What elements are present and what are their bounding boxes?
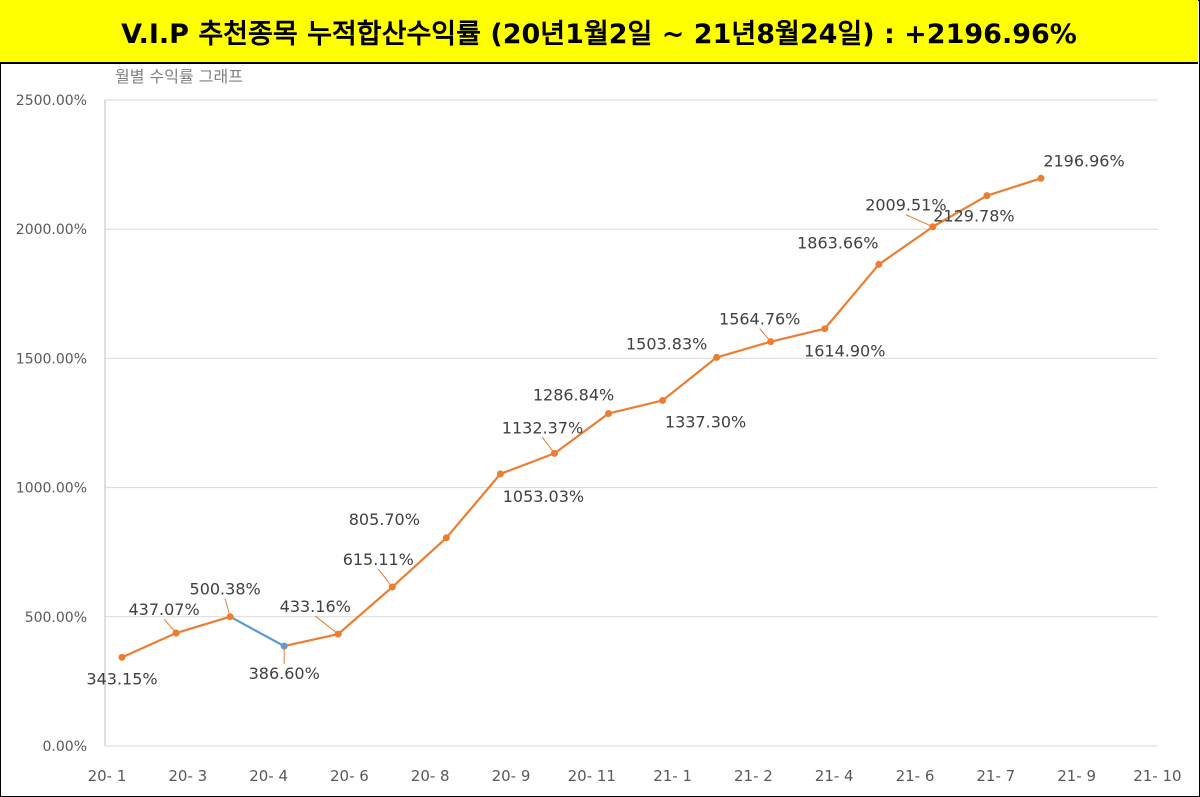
data-point [983,192,991,200]
data-label-leader [163,618,177,634]
x-tick-label: 20- 9 [492,767,531,785]
data-label-leader [377,568,393,588]
data-label: 1614.90% [804,342,885,361]
y-tick-label: 0.00% [43,739,87,755]
data-label: 1053.03% [503,487,584,506]
x-tick-label: 20- 8 [411,767,450,785]
data-label: 500.38% [190,580,261,599]
data-label-leader [759,328,772,342]
data-point [821,325,829,333]
x-tick-label: 21- 6 [896,767,935,785]
data-label: 2196.96% [1043,151,1124,170]
y-tick-label: 2500.00% [16,93,87,109]
data-point [442,534,450,542]
data-label: 1503.83% [626,334,707,353]
series-line-segment [661,356,718,402]
y-tick-label: 1000.00% [16,481,87,497]
data-label-leader [314,615,339,635]
page-title: V.I.P 추천종목 누적합산수익률 (20년1월2일 ~ 21년8월24일) … [121,18,1077,50]
data-label: 386.60% [249,664,320,683]
x-tick-label: 20- 6 [330,767,369,785]
data-label: 615.11% [343,550,414,569]
data-label-leader [542,437,555,454]
x-tick-label: 20- 11 [568,767,616,785]
series-line-segment [823,263,880,330]
data-label: 1564.76% [719,310,800,329]
data-label: 437.07% [128,600,199,619]
series-line-segment [878,225,934,266]
data-label: 343.15% [86,669,157,688]
data-point [713,353,721,361]
x-tick-label: 20- 3 [168,767,207,785]
x-tick-label: 21- 4 [815,767,854,785]
series-line-segment [986,177,1042,197]
data-point [1037,174,1045,182]
data-point [875,260,883,268]
x-tick-label: 21- 9 [1057,767,1096,785]
x-tick-label: 20- 1 [88,767,127,785]
series-line-segment [229,615,285,648]
y-tick-label: 2000.00% [16,222,87,238]
data-label: 1132.37% [502,418,583,437]
x-tick-label: 21- 2 [734,767,773,785]
title-banner: V.I.P 추천종목 누적합산수익률 (20년1월2일 ~ 21년8월24일) … [0,0,1198,64]
series-line-segment [121,632,177,659]
data-label: 2129.78% [933,207,1014,226]
data-label-leader [905,214,934,228]
series-line-segment [500,452,555,475]
data-label: 2009.51% [865,196,946,215]
series-line-segment [553,412,610,455]
series-line-segment [445,473,502,539]
data-label: 805.70% [349,510,420,529]
data-point [118,653,126,661]
data-label: 1863.66% [797,233,878,252]
x-tick-label: 21- 10 [1133,767,1181,785]
data-point [605,409,613,417]
series-line-segment [391,536,448,588]
series-line-segment [283,632,339,648]
data-label: 433.16% [280,597,351,616]
chart-subtitle: 월별 수익률 그래프 [115,67,243,86]
series-line-segment [608,399,663,415]
data-point [659,396,667,404]
series-line-segment [770,327,826,343]
data-point [496,470,504,478]
series-line-segment [932,194,988,228]
series-line-segment [175,615,231,635]
x-tick-label: 21- 7 [976,767,1015,785]
data-label-leader [224,598,231,617]
y-tick-label: 1500.00% [16,351,87,367]
series-line-segment [337,586,394,635]
data-label: 1337.30% [665,412,746,431]
data-label: 1286.84% [533,385,614,404]
x-tick-label: 21- 1 [653,767,692,785]
series-line-segment [716,340,772,359]
x-tick-label: 20- 4 [249,767,288,785]
y-tick-label: 500.00% [25,610,87,626]
